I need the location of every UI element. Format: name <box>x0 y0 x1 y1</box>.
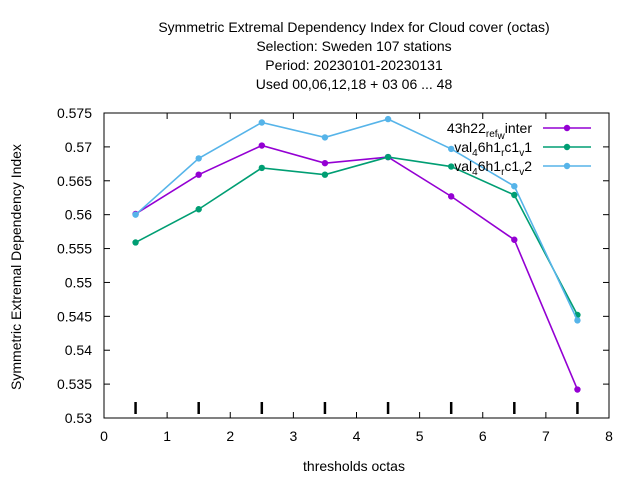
legend-label-part: 2 <box>524 158 532 174</box>
data-point <box>574 317 581 324</box>
series-layer <box>132 115 581 393</box>
data-point <box>258 164 266 172</box>
chart-title: Symmetric Extremal Dependency Index for … <box>158 19 549 92</box>
legend-swatch-point <box>563 162 571 170</box>
data-point <box>132 239 139 246</box>
y-tick-label: 0.57 <box>65 139 92 155</box>
legend-label-part: 4 <box>472 167 478 178</box>
data-point <box>258 142 266 149</box>
legend-label-part: v <box>519 167 524 178</box>
x-tick-label: 7 <box>542 428 550 444</box>
data-point <box>574 386 581 393</box>
data-point <box>511 183 518 190</box>
x-axis: 0 1 2 3 4 5 6 7 8 <box>100 113 613 444</box>
y-tick-label: 0.555 <box>57 241 92 257</box>
legend-label-part: r <box>501 167 505 178</box>
y-tick-label: 0.535 <box>57 376 92 392</box>
legend-label-part: 43h22 <box>447 120 486 136</box>
y-tick-label: 0.56 <box>65 207 92 223</box>
series-3 <box>132 115 581 324</box>
data-point <box>447 163 455 170</box>
chart-frame <box>103 112 610 419</box>
y-tick-label: 0.53 <box>65 410 92 426</box>
legend-item-3: val46h1rc1v2 <box>454 158 591 178</box>
data-point <box>384 115 392 123</box>
legend-label-part: v <box>519 148 524 159</box>
series-line <box>135 156 579 316</box>
legend-label-part: r <box>501 148 505 159</box>
x-tick-label: 3 <box>289 428 297 444</box>
series-line <box>135 144 579 390</box>
legend-label-part: c1 <box>504 158 519 174</box>
data-point <box>321 171 329 178</box>
title-line: Used 00,06,12,18 + 03 06 ... 48 <box>256 76 453 92</box>
x-tick-label: 8 <box>605 428 613 444</box>
data-point <box>195 155 202 162</box>
legend-label-part: w <box>497 131 506 142</box>
legend-label: 43h22refwinter <box>447 120 532 142</box>
legend-label-part: val <box>454 139 472 155</box>
x-tick-label: 1 <box>163 428 171 444</box>
x-tick-label: 0 <box>100 428 108 444</box>
data-point <box>384 153 392 161</box>
data-point <box>511 191 518 199</box>
y-axis: 0.53 0.535 0.54 0.545 0.55 0.555 0.56 0.565 0.57… <box>57 105 609 426</box>
data-point <box>511 236 518 243</box>
data-point <box>447 193 455 200</box>
legend-label-part: ref <box>486 129 498 140</box>
y-tick-label: 0.565 <box>57 173 92 189</box>
legend-label-part: val <box>454 158 472 174</box>
legend-swatch-point <box>563 143 571 151</box>
data-point <box>321 159 329 167</box>
data-point <box>258 119 266 126</box>
legend-label: val46h1rc1v1 <box>454 139 532 159</box>
title-line: Selection: Sweden 107 stations <box>256 38 451 54</box>
legend-item-2: val46h1rc1v1 <box>454 139 591 159</box>
legend-label-part: 1 <box>524 139 532 155</box>
plot-border <box>103 112 610 419</box>
y-tick-label: 0.55 <box>65 274 92 290</box>
threshold-marks <box>134 402 579 414</box>
legend-label: val46h1rc1v2 <box>454 158 532 178</box>
x-axis-label: thresholds octas <box>303 458 405 474</box>
x-tick-label: 4 <box>353 428 361 444</box>
legend-label-part: 6h1 <box>478 158 502 174</box>
series-1 <box>132 142 581 393</box>
data-point <box>447 145 455 153</box>
title-line: Period: 20230101-20230131 <box>265 57 443 73</box>
x-tick-label: 6 <box>479 428 487 444</box>
legend-label-part: 6h1 <box>478 139 502 155</box>
y-tick-label: 0.545 <box>57 308 92 324</box>
x-tick-label: 2 <box>226 428 234 444</box>
legend-item-1: 43h22refwinter <box>447 120 591 142</box>
y-axis-label: Symmetric Extremal Dependency Index <box>8 144 24 390</box>
data-point <box>195 206 202 213</box>
x-tick-label: 5 <box>416 428 424 444</box>
data-point <box>321 134 329 141</box>
legend-label-part: inter <box>505 120 533 136</box>
legend-label-part: 4 <box>472 148 478 159</box>
series-line <box>135 118 579 321</box>
y-tick-label: 0.54 <box>65 342 92 358</box>
title-line: Symmetric Extremal Dependency Index for … <box>158 19 549 35</box>
legend-label-part: c1 <box>504 139 519 155</box>
y-tick-label: 0.575 <box>57 105 92 121</box>
series-2 <box>132 153 581 319</box>
data-point <box>132 211 139 218</box>
data-point <box>195 171 202 178</box>
legend-swatch-point <box>563 124 571 132</box>
